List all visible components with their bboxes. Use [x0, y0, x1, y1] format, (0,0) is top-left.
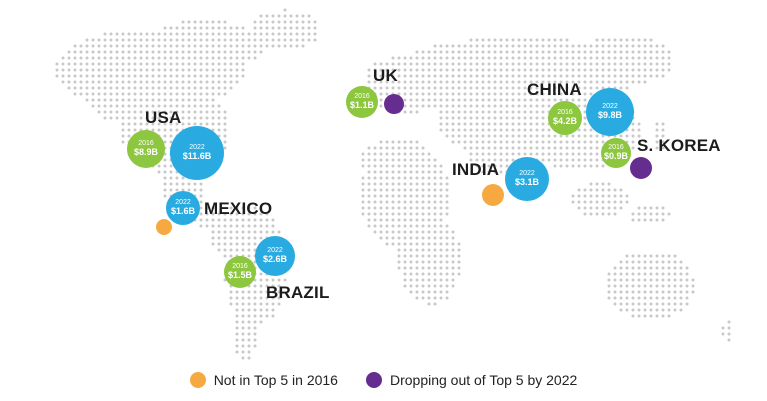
country-label-usa: USA	[145, 108, 182, 127]
legend-item-dropping: Dropping out of Top 5 by 2022	[365, 372, 578, 388]
china-2022-bubble: 2022 $9.8B	[586, 88, 634, 136]
legend-label-not-top5: Not in Top 5 in 2016	[213, 372, 338, 388]
mexico-2022-value: $1.6B	[170, 205, 196, 216]
usa-2022-bubble: 2022 $11.6B	[170, 126, 224, 180]
china-2022-value: $9.8B	[597, 109, 623, 120]
uk-dropping-marker	[384, 94, 404, 114]
legend: Not in Top 5 in 2016 Dropping out of Top…	[0, 372, 767, 388]
country-label-china: CHINA	[527, 80, 582, 99]
usa-2022-value: $11.6B	[182, 150, 212, 161]
brazil-2016-year: 2016	[232, 263, 248, 271]
india-2022-year: 2022	[519, 170, 535, 178]
mexico-2022-bubble: 2022 $1.6B	[166, 191, 200, 225]
country-label-brazil: BRAZIL	[266, 283, 330, 302]
mexico-not-top5-marker	[156, 219, 172, 235]
india-2022-value: $3.1B	[514, 176, 540, 187]
india-2022-bubble: 2022 $3.1B	[505, 157, 549, 201]
uk-2016-value: $1.1B	[349, 99, 375, 110]
skorea-dropping-marker	[630, 157, 652, 179]
china-2016-value: $4.2B	[552, 115, 578, 126]
country-label-skorea: S. KOREA	[637, 136, 721, 155]
brazil-2016-bubble: 2016 $1.5B	[224, 256, 256, 288]
skorea-2016-year: 2016	[608, 144, 624, 152]
usa-2016-bubble: 2016 $8.9B	[127, 130, 165, 168]
legend-orange-swatch-icon	[189, 372, 206, 388]
legend-label-dropping: Dropping out of Top 5 by 2022	[389, 372, 578, 388]
china-2016-bubble: 2016 $4.2B	[548, 101, 582, 135]
brazil-2022-value: $2.6B	[262, 253, 288, 264]
usa-2016-year: 2016	[138, 140, 154, 148]
uk-2016-year: 2016	[354, 93, 370, 101]
uk-2016-bubble: 2016 $1.1B	[346, 86, 378, 118]
usa-2022-year: 2022	[189, 144, 205, 152]
skorea-2016-value: $0.9B	[603, 150, 629, 161]
country-label-india: INDIA	[452, 160, 500, 179]
mexico-2022-year: 2022	[175, 199, 191, 207]
legend-item-not-top5: Not in Top 5 in 2016	[189, 372, 338, 388]
brazil-2022-bubble: 2022 $2.6B	[255, 236, 295, 276]
brazil-2022-year: 2022	[267, 247, 283, 255]
country-label-mexico: MEXICO	[204, 199, 273, 218]
legend-purple-swatch-icon	[365, 372, 382, 388]
india-not-top5-marker	[482, 184, 504, 206]
usa-2016-value: $8.9B	[133, 146, 159, 157]
china-2022-year: 2022	[602, 103, 618, 111]
country-label-uk: UK	[373, 66, 398, 85]
china-2016-year: 2016	[557, 109, 573, 117]
skorea-2016-bubble: 2016 $0.9B	[601, 138, 631, 168]
brazil-2016-value: $1.5B	[227, 269, 253, 280]
